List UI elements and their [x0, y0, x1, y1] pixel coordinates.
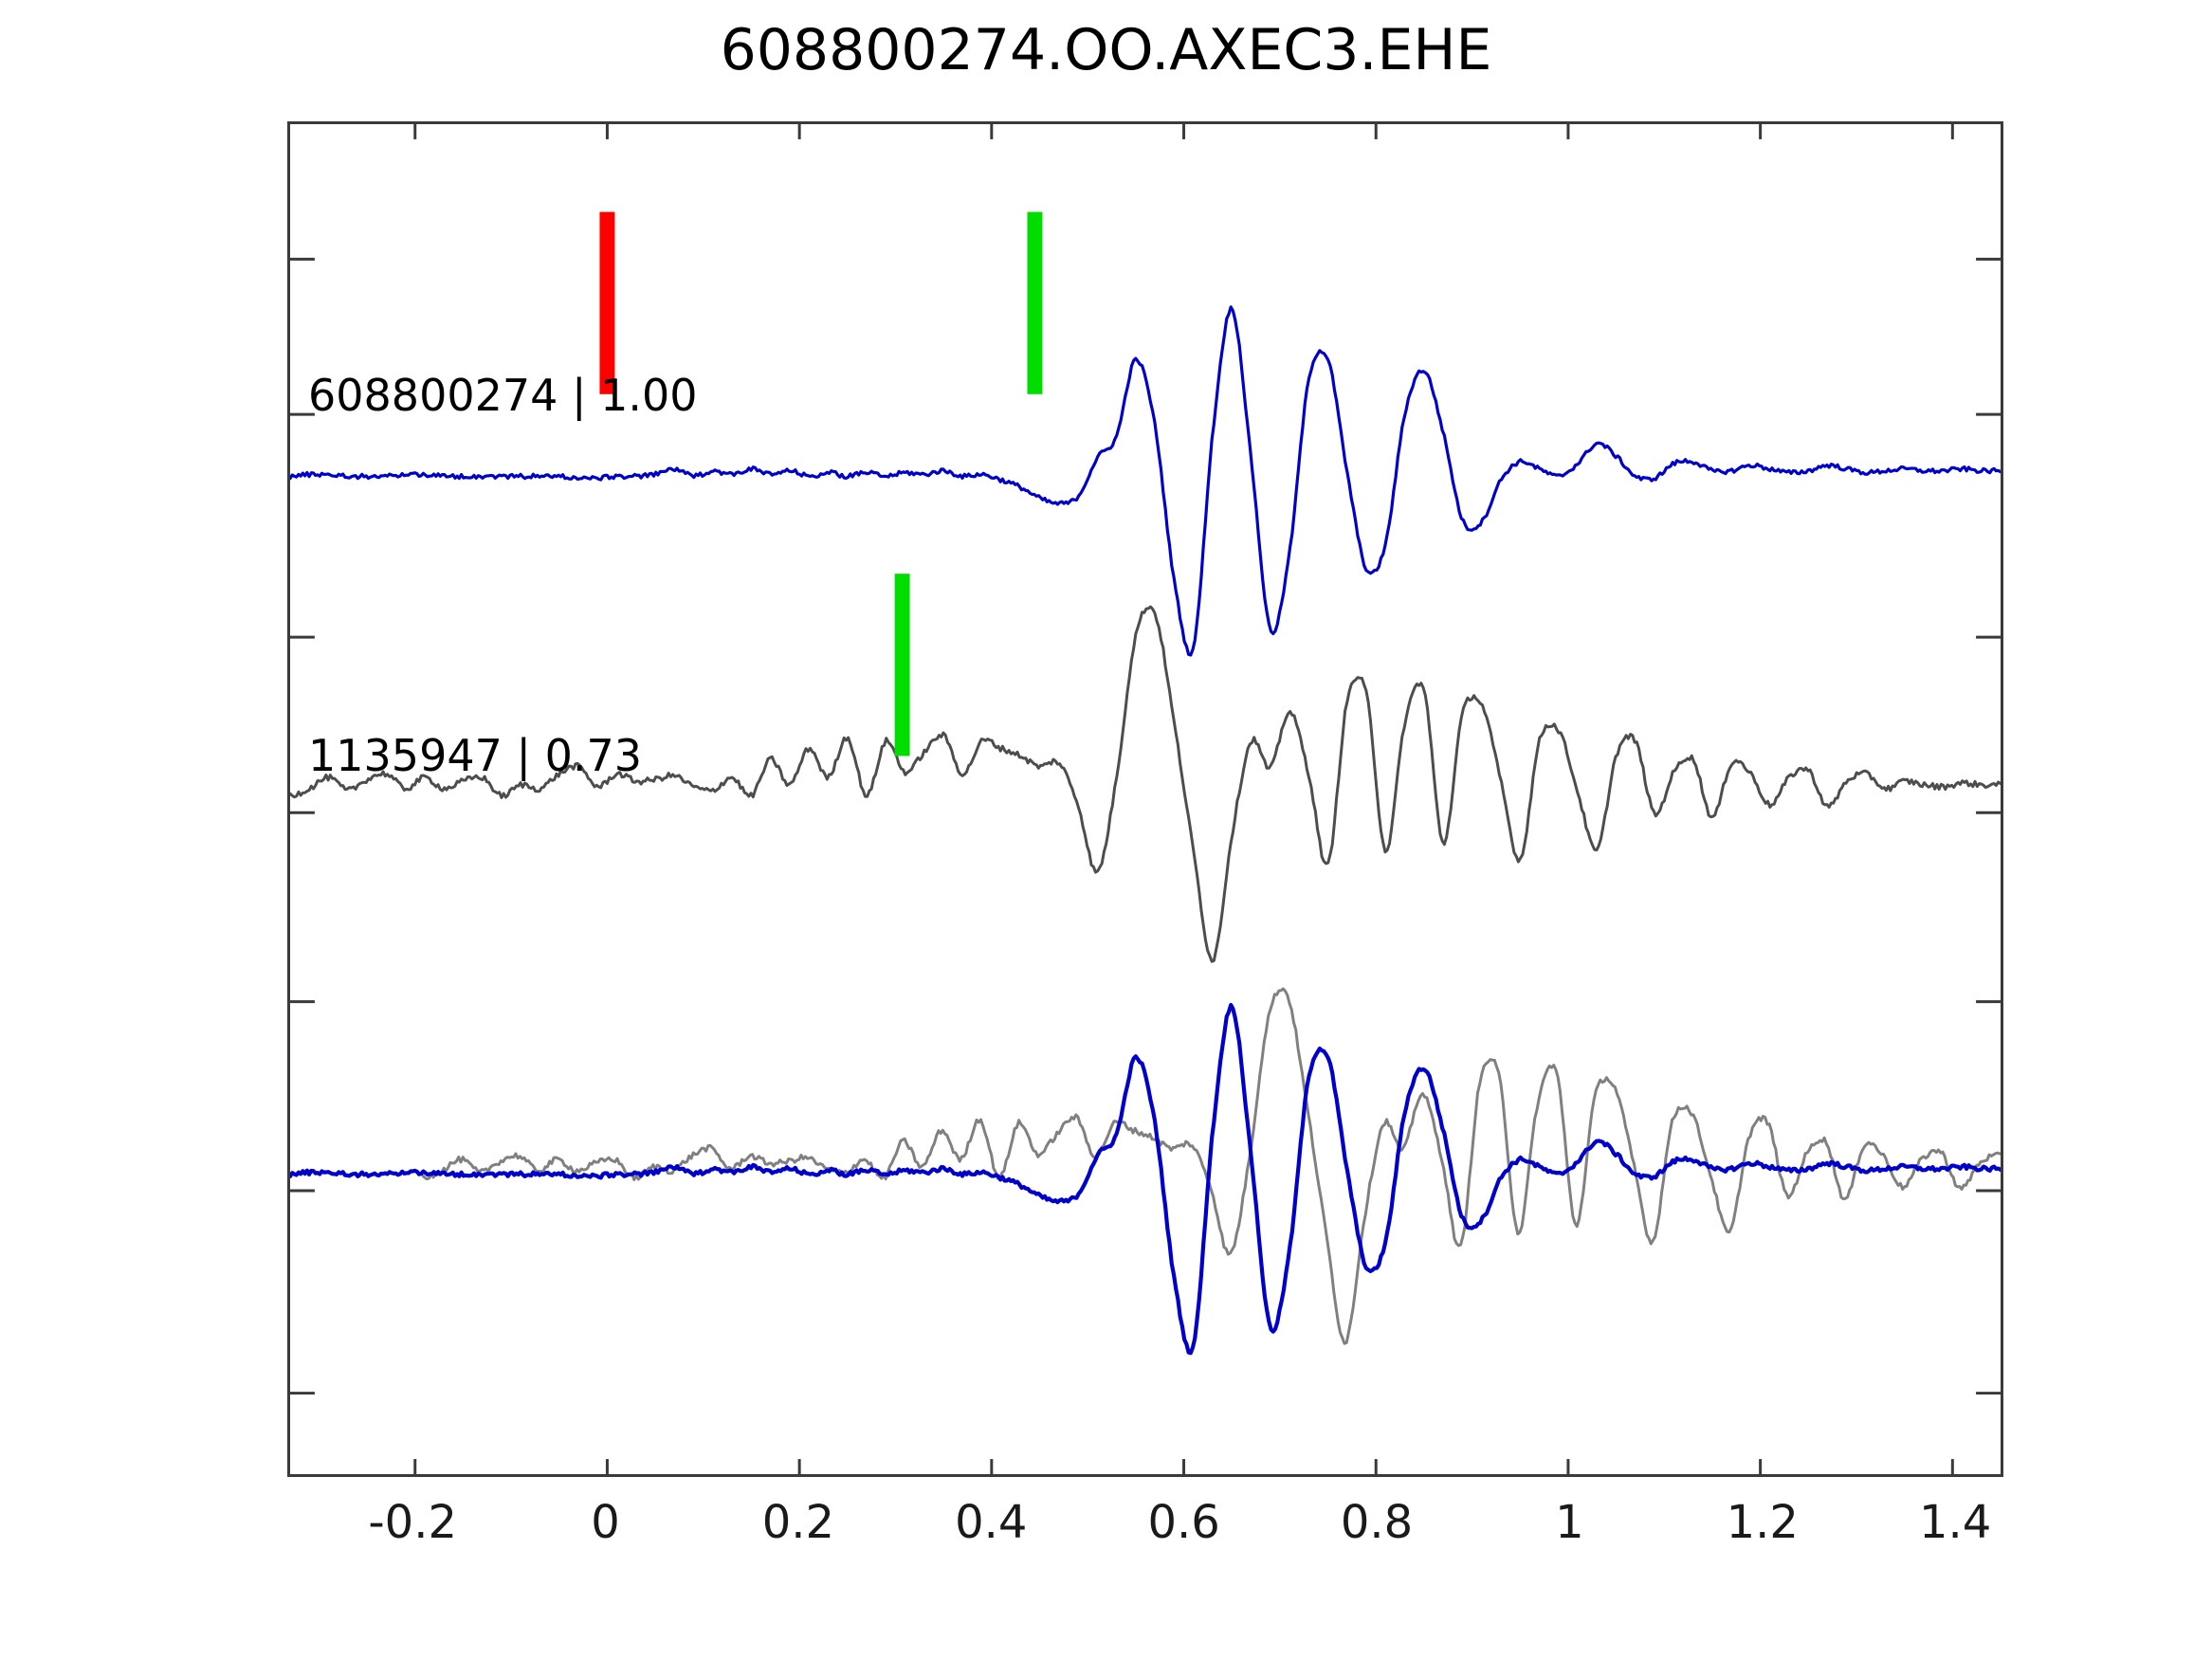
- plot-axes: [287, 121, 2003, 1477]
- page-title: 608800274.OO.AXEC3.EHE: [720, 17, 1492, 83]
- x-tick-label: 1.2: [1726, 1496, 1799, 1549]
- s-pick-template: [1027, 211, 1043, 394]
- x-tick-label: 1: [1555, 1496, 1584, 1549]
- x-tick-label: -0.2: [368, 1496, 458, 1549]
- trace-label-detection: 1135947 | 0.73: [308, 730, 643, 781]
- trace-label-template: 608800274 | 1.00: [308, 370, 698, 421]
- x-tick-label: 1.4: [1918, 1496, 1992, 1549]
- waveform-detection-1135947: [290, 605, 2001, 963]
- waveform-overlay-detection: [421, 987, 2001, 1345]
- waveform-canvas: [290, 124, 2001, 1474]
- x-tick-label: 0.4: [955, 1496, 1028, 1549]
- p-pick-template: [599, 211, 615, 394]
- waveform-overlay-template: [290, 1002, 2001, 1356]
- x-tick-label: 0.6: [1147, 1496, 1220, 1549]
- x-tick-label: 0.2: [761, 1496, 835, 1549]
- x-tick-label: 0.8: [1340, 1496, 1414, 1549]
- s-pick-detection: [894, 574, 910, 757]
- x-tick-label: 0: [591, 1496, 620, 1549]
- waveform-template-608800274: [290, 305, 2001, 657]
